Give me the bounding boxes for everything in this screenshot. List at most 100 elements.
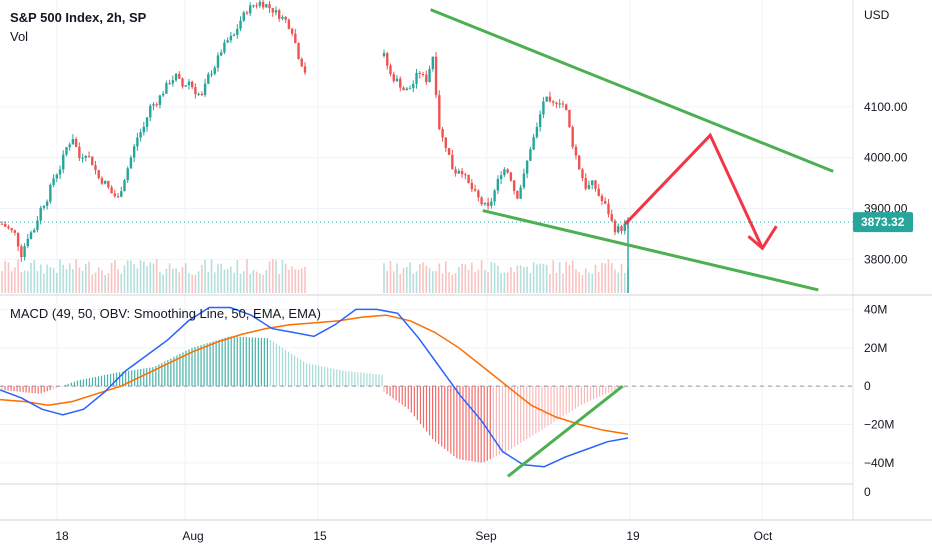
volume-bar — [220, 263, 222, 293]
channel-lower-trendline — [482, 209, 819, 292]
candle-body — [142, 126, 146, 133]
candle-body — [303, 66, 307, 73]
volume-bar — [97, 267, 100, 293]
currency-label: USD — [864, 8, 890, 22]
candle-body — [382, 53, 386, 56]
candle-body — [399, 78, 402, 88]
volume-bar — [510, 267, 512, 293]
candle-body — [187, 81, 191, 86]
volume-bar — [597, 272, 600, 293]
volume-bar — [487, 271, 489, 293]
candle-body — [574, 146, 578, 156]
volume-bar — [392, 271, 395, 293]
candle-body — [110, 187, 113, 194]
volume-bar — [562, 273, 564, 293]
candle-body — [245, 12, 249, 14]
candle-body — [467, 174, 470, 184]
volume-bar — [210, 259, 213, 293]
macd-signal-line — [0, 314, 629, 435]
candle-body — [460, 170, 464, 175]
price-tick-label: 4000.00 — [864, 151, 908, 165]
candle-body — [568, 109, 571, 127]
volume-bar — [304, 266, 306, 293]
volume-bar — [143, 261, 145, 293]
volume-bar — [72, 269, 74, 293]
volume-bar — [581, 274, 584, 293]
indicator-tick-label: 40M — [864, 302, 887, 316]
candle-body — [591, 180, 594, 186]
volume-bar — [506, 272, 509, 293]
candle-body — [100, 178, 104, 184]
candle-body — [418, 72, 421, 74]
volume-bar — [571, 260, 574, 293]
volume-bar — [454, 273, 457, 293]
candle-body — [441, 129, 444, 138]
candle-body — [477, 190, 480, 198]
candle-body — [252, 5, 255, 7]
candle-body — [174, 73, 178, 81]
candle-body — [490, 201, 493, 206]
candle-body — [597, 188, 600, 196]
volume-bar — [181, 266, 184, 293]
volume-bar — [565, 261, 567, 293]
candle-body — [532, 137, 535, 150]
candle-body — [300, 58, 303, 67]
candle-body — [281, 16, 284, 19]
candle-body — [529, 149, 532, 161]
time-axis-ticks: 18 Aug 15 Sep 19 Oct — [55, 529, 773, 543]
symbol-title[interactable]: S&P 500 Index, 2h, SP — [10, 10, 147, 25]
volume-bar — [422, 262, 424, 293]
projection-path — [624, 132, 764, 249]
volume-bar — [152, 263, 155, 293]
volume-bar — [464, 264, 467, 293]
volume-bar — [471, 262, 473, 293]
candle-body — [113, 193, 117, 197]
indicator-label[interactable]: MACD (49, 50, OBV: Smoothing Line, 50, E… — [10, 306, 321, 321]
volume-bar — [623, 272, 626, 293]
volume-bar — [558, 262, 561, 293]
volume-label[interactable]: Vol — [10, 29, 28, 44]
last-price-badge: 3873.32 — [853, 212, 913, 233]
volume-bar — [503, 272, 506, 293]
volume-bar — [539, 263, 541, 293]
candle-body — [408, 88, 412, 90]
candle-body — [509, 172, 513, 181]
candle-body — [158, 95, 162, 105]
candle-body — [123, 180, 126, 192]
price-tick-label: 3800.00 — [864, 252, 908, 266]
volume-bar — [383, 263, 385, 293]
volume-bar — [262, 274, 264, 293]
channel-upper-trendline — [430, 8, 834, 173]
projection-arrowhead — [747, 225, 778, 251]
candle-body — [62, 154, 65, 170]
candle-body — [415, 72, 418, 84]
volume-bar — [425, 265, 428, 293]
volume-bar — [49, 267, 52, 293]
volume-bar — [532, 262, 535, 293]
candle-body — [623, 223, 626, 232]
candle-body — [545, 96, 548, 102]
candle-body — [81, 157, 84, 159]
candle-body — [65, 147, 68, 155]
volume-bar — [549, 274, 551, 293]
volume-bar — [52, 267, 55, 293]
volume-bar — [474, 272, 476, 293]
volume-bar — [418, 263, 421, 293]
volume-bar — [101, 270, 103, 293]
candle-body — [219, 52, 223, 56]
candle-body — [470, 183, 474, 190]
volume-bar — [584, 268, 587, 293]
volume-bar — [30, 262, 32, 293]
volume-bar — [123, 265, 126, 293]
candle-body — [558, 103, 561, 105]
candle-body — [0, 223, 4, 225]
candle-body — [226, 40, 229, 43]
volume-bar — [175, 268, 177, 293]
candle-body — [184, 85, 187, 87]
drawings[interactable] — [430, 8, 834, 478]
indicator-axis-extra-tick: 0 — [864, 485, 871, 499]
volume-bar — [291, 266, 293, 293]
candle-body — [581, 169, 584, 179]
volume-bar — [168, 263, 171, 293]
